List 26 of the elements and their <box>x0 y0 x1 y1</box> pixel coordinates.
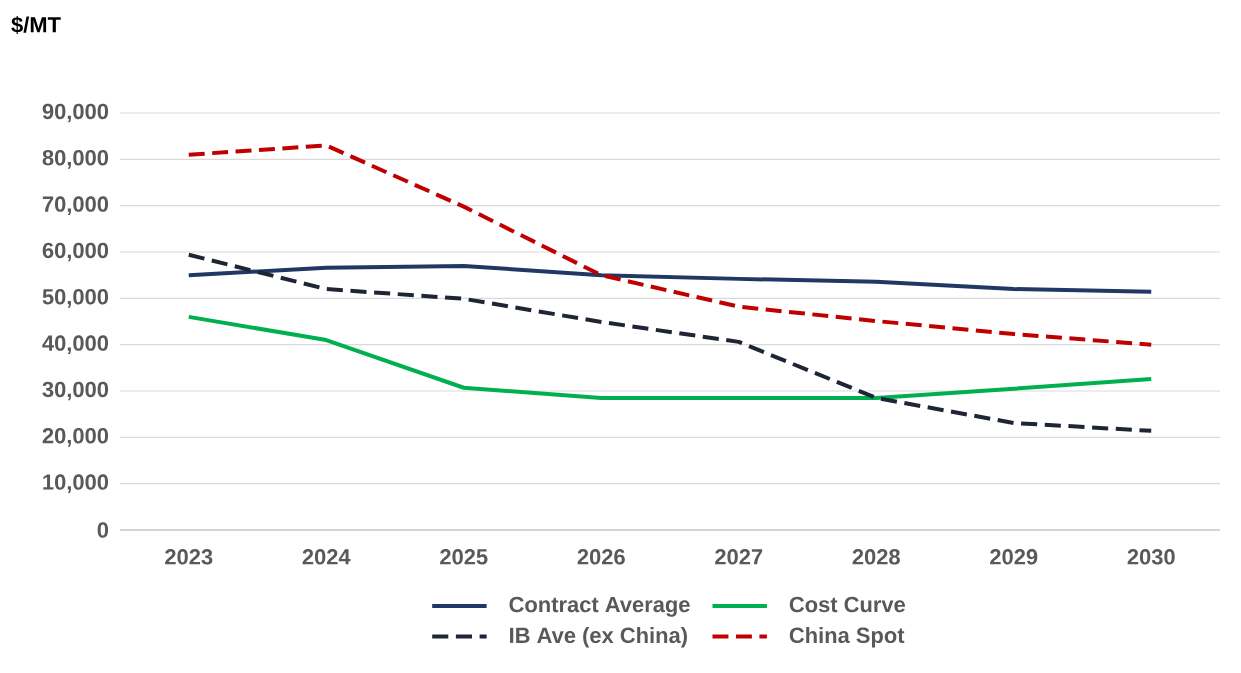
y-tick-label: 90,000 <box>42 103 109 123</box>
line-series <box>186 263 1154 294</box>
line-series <box>186 143 1154 347</box>
y-tick-label: 0 <box>97 522 109 538</box>
y-tick-label: 70,000 <box>42 196 109 216</box>
x-tick-label: 2027 <box>715 549 763 565</box>
x-tick-label: 2026 <box>577 549 625 565</box>
x-tick-label: 2024 <box>302 549 351 565</box>
legend-label: Cost Curve <box>789 596 906 613</box>
x-tick-label: 2023 <box>165 549 213 565</box>
x-tick-label: 2025 <box>440 549 488 565</box>
y-tick-label: 60,000 <box>42 242 109 262</box>
y-tick-label: 80,000 <box>42 150 109 169</box>
y-axis-title: $/MT <box>11 16 61 34</box>
x-tick-label: 2030 <box>1127 549 1175 565</box>
legend-label: China Spot <box>789 627 905 648</box>
x-tick-label: 2029 <box>990 549 1038 565</box>
y-tick-label: 50,000 <box>42 289 109 308</box>
y-tick-label: 40,000 <box>42 335 109 355</box>
y-tick-label: 20,000 <box>42 428 109 447</box>
x-tick-label: 2028 <box>852 549 900 565</box>
line-series <box>186 252 1154 433</box>
legend-label: Contract Average <box>509 596 690 617</box>
y-tick-label: 30,000 <box>42 381 109 401</box>
y-tick-label: 10,000 <box>43 474 109 494</box>
legend-label: IB Ave (ex China) <box>510 627 687 648</box>
